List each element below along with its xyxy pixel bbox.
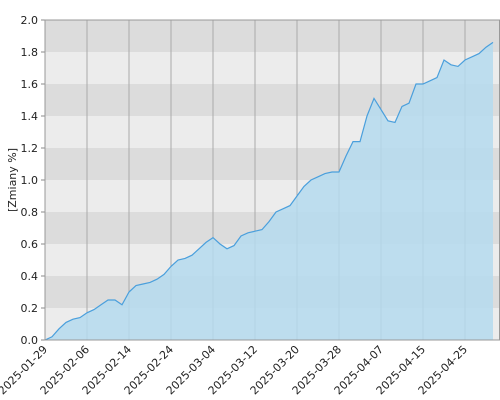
plot-band bbox=[45, 52, 500, 84]
y-tick-label: 0.4 bbox=[21, 270, 39, 283]
area-fill bbox=[45, 42, 493, 341]
y-tick-label: 0.2 bbox=[21, 302, 39, 315]
y-tick-label: 1.6 bbox=[21, 78, 39, 91]
plot-band bbox=[45, 20, 500, 52]
y-tick-label: 1.8 bbox=[21, 46, 39, 59]
y-tick-label: 0.0 bbox=[21, 334, 39, 347]
y-tick-label: 0.8 bbox=[21, 206, 39, 219]
y-axis-label: [Zmiany %] bbox=[6, 148, 19, 212]
area-line bbox=[44, 41, 494, 341]
y-tick-label: 0.6 bbox=[21, 238, 39, 251]
y-tick-label: 2.0 bbox=[21, 14, 39, 27]
y-tick-label: 1.2 bbox=[21, 142, 39, 155]
y-tick-label: 1.4 bbox=[21, 110, 39, 123]
y-tick-label: 1.0 bbox=[21, 174, 39, 187]
